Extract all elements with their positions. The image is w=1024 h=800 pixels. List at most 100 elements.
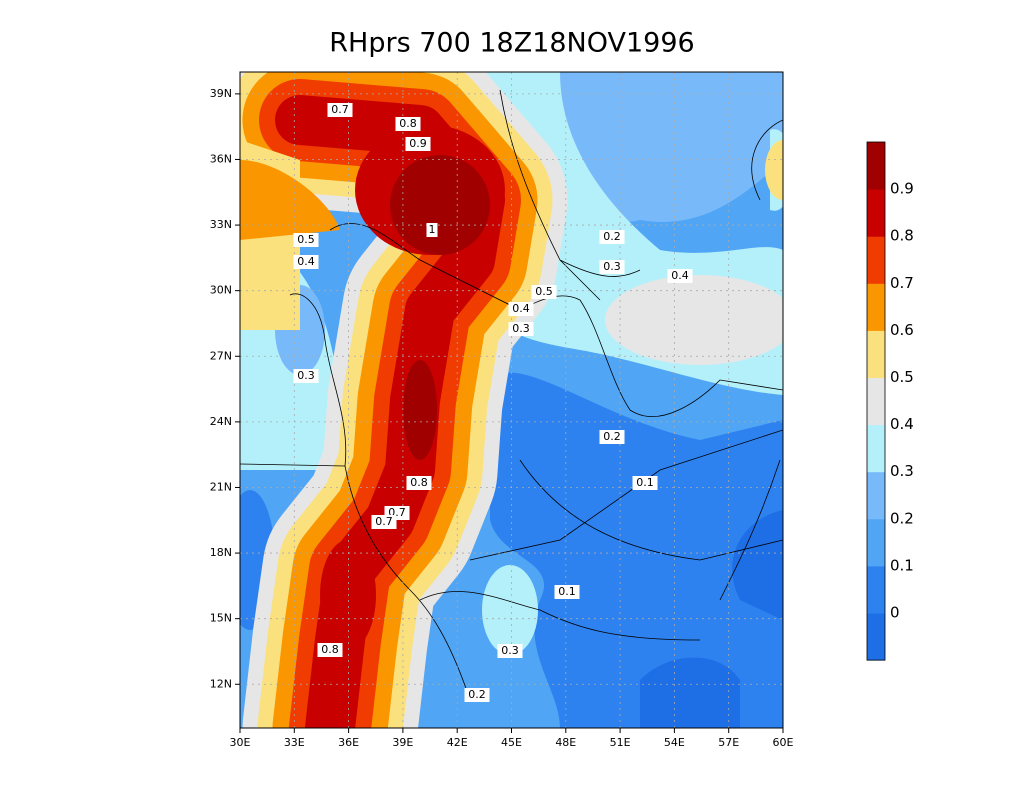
colorbar-swatch (867, 471, 885, 520)
contour-label: 0.4 (297, 255, 315, 268)
field-band (482, 565, 538, 655)
coastlines (240, 89, 783, 701)
colorbar-swatch (867, 377, 885, 426)
colorbar-label: 0.6 (890, 321, 914, 339)
colorbar-label: 0.8 (890, 227, 914, 245)
colorbar-swatch (867, 330, 885, 378)
field-band (390, 155, 490, 255)
contour-label-box (554, 585, 580, 599)
contour-label: 0.4 (512, 302, 530, 315)
y-tick-label: 33N (210, 218, 232, 231)
field-band (490, 372, 783, 728)
contour-label-box (508, 322, 534, 336)
colorbar: 0 0.1 0.2 0.3 0.4 0.5 0.6 0.7 0.8 0.9 (866, 141, 914, 661)
contour-label: 0.1 (558, 585, 576, 598)
x-tick-label: 36E (338, 736, 359, 749)
y-tick-label: 15N (210, 612, 232, 625)
contour-label: 0.2 (603, 430, 621, 443)
contour-field (240, 72, 783, 728)
colorbar-label: 0.1 (890, 556, 914, 574)
contour-label: 0.8 (410, 476, 428, 489)
contour-label-box (406, 476, 432, 490)
colorbar-swatch (867, 518, 885, 567)
contour-label: 0.8 (399, 117, 417, 130)
colorbar-swatch (867, 189, 885, 237)
contour-label-box (599, 430, 625, 444)
y-tick-label: 27N (210, 349, 232, 362)
contour-label-box (371, 515, 397, 529)
x-tick-label: 57E (718, 736, 739, 749)
contour-label: 0.2 (468, 688, 486, 701)
colorbar-swatch (867, 613, 885, 661)
field-band (605, 275, 783, 365)
x-tick-label: 45E (501, 736, 522, 749)
contour-label-box (293, 369, 319, 383)
contour-label: 0.5 (535, 285, 553, 298)
field-band (640, 510, 783, 728)
contour-label: 0.1 (636, 476, 654, 489)
field-band (240, 160, 340, 240)
x-tick-label: 30E (230, 736, 251, 749)
contour-label-box (405, 137, 431, 151)
contour-label-box (395, 117, 421, 131)
contour-label-box (293, 255, 319, 269)
colorbar-label: 0.3 (890, 462, 914, 480)
field-band (320, 540, 376, 650)
x-tick-label: 54E (664, 736, 685, 749)
grid (240, 72, 783, 728)
colorbar-label: 0 (890, 604, 900, 622)
contour-labels: 0.7 0.8 0.9 1 0.5 0.4 0.2 0.3 0.4 0.5 0.4 0.3 0.3 0.2… (293, 103, 693, 702)
colorbar-label: 0.5 (890, 368, 914, 386)
contour-label-box (599, 230, 625, 244)
contour-label-box (599, 260, 625, 274)
contour-label-box (632, 476, 658, 490)
colorbar-swatch (867, 565, 885, 614)
x-tick-label: 48E (555, 736, 576, 749)
x-tick-label: 60E (773, 736, 794, 749)
y-tick-label: 24N (210, 415, 232, 428)
contour-label-box (293, 233, 319, 247)
contour-label-box (531, 285, 557, 299)
x-tick-label: 42E (447, 736, 468, 749)
y-tick-label: 12N (210, 677, 232, 690)
contour-label-box (327, 103, 353, 117)
y-tick-label: 30N (210, 284, 232, 297)
colorbar-swatch (867, 424, 885, 473)
colorbar-label: 0.2 (890, 509, 914, 527)
colorbar-label: 0.9 (890, 180, 914, 198)
y-tick-label: 21N (210, 480, 232, 493)
contour-label: 0.3 (501, 644, 519, 657)
x-tick-label: 51E (610, 736, 631, 749)
contour-label-box (667, 269, 693, 283)
contour-label-box (464, 688, 490, 702)
contour-label-box (508, 302, 534, 316)
x-tick-label: 33E (284, 736, 305, 749)
colorbar-label: 0.7 (890, 274, 914, 292)
colorbar-frame (866, 141, 886, 661)
contour-label: 0.4 (671, 269, 689, 282)
contour-label: 0.3 (297, 369, 315, 382)
x-tick-label: 39E (392, 736, 413, 749)
contour-label: 0.3 (603, 260, 621, 273)
contour-label: 0.3 (512, 322, 530, 335)
contour-label: 0.8 (321, 643, 339, 656)
colorbar-swatch (867, 142, 885, 190)
y-tick-label: 36N (210, 152, 232, 165)
axes: 30E 33E 36E 39E 42E 45E 48E 51E 54E 57E 60E 12N 15N 1… (210, 87, 794, 749)
contour-label-box (497, 644, 523, 658)
contour-label: 0.9 (409, 137, 427, 150)
colorbar-label: 0.4 (890, 415, 914, 433)
contour-label: 0.7 (331, 103, 349, 116)
y-tick-label: 39N (210, 87, 232, 100)
colorbar-swatch (867, 283, 885, 331)
contour-label: 0.2 (603, 230, 621, 243)
y-tick-label: 18N (210, 546, 232, 559)
field-band (765, 140, 783, 200)
colorbar-swatch (867, 236, 885, 284)
contour-label-box (426, 223, 438, 237)
field-band (403, 360, 437, 460)
map-title: RHprs 700 18Z18NOV1996 (329, 28, 694, 59)
contour-label: 0.5 (297, 233, 315, 246)
contour-label: 0.7 (375, 515, 393, 528)
